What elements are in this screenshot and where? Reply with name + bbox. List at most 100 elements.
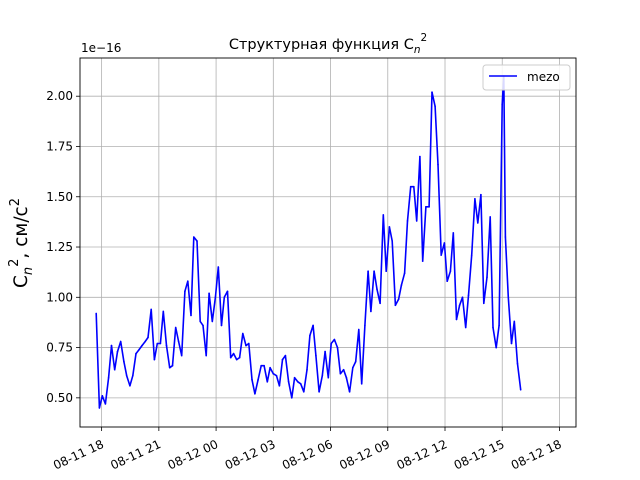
y-tick-label: 0.50 <box>46 391 73 405</box>
data-point <box>205 354 207 357</box>
data-point <box>119 340 122 343</box>
data-point <box>248 342 250 345</box>
data-point <box>336 346 339 349</box>
data-point <box>110 344 113 347</box>
data-point <box>348 391 351 393</box>
y-offset-text: 1e−16 <box>81 41 121 55</box>
data-point <box>455 318 458 321</box>
plot-frame <box>79 57 577 428</box>
data-point <box>428 206 430 208</box>
data-point <box>419 155 421 158</box>
data-point <box>293 376 296 379</box>
data-point <box>388 226 391 228</box>
data-point <box>299 383 302 385</box>
data-point <box>260 364 263 367</box>
data-point <box>138 348 140 351</box>
data-point <box>483 302 485 305</box>
ylabel-units: , см/с <box>11 206 32 258</box>
data-point <box>464 326 467 329</box>
data-point <box>379 302 381 305</box>
data-point <box>129 385 131 387</box>
data-point <box>394 304 397 307</box>
data-point <box>147 336 149 339</box>
data-point <box>107 376 110 379</box>
data-point <box>159 342 162 345</box>
data-point <box>474 198 476 200</box>
data-point <box>434 105 436 108</box>
data-point <box>141 344 143 347</box>
data-point <box>202 324 204 327</box>
data-point <box>452 232 455 234</box>
data-point <box>498 324 500 327</box>
data-point <box>232 352 235 355</box>
data-point <box>406 220 409 222</box>
series-layer <box>95 75 522 409</box>
data-point <box>342 368 345 371</box>
data-point <box>370 310 372 313</box>
data-point <box>397 298 400 301</box>
y-tick-label: 1.00 <box>46 290 73 304</box>
data-point <box>318 391 320 393</box>
data-point <box>385 270 388 273</box>
data-point <box>425 206 427 208</box>
data-point <box>513 320 516 323</box>
ylabel-main: C <box>11 275 32 288</box>
data-point <box>199 320 201 323</box>
data-point <box>504 236 507 238</box>
data-point <box>211 320 214 323</box>
data-point <box>132 374 134 377</box>
data-point <box>327 376 330 379</box>
data-point <box>116 350 119 353</box>
data-point <box>156 342 159 345</box>
data-point <box>184 290 186 293</box>
data-point <box>501 103 504 106</box>
data-point <box>312 324 314 327</box>
data-point <box>333 338 336 341</box>
title-main: Структурная функция C <box>229 37 414 53</box>
data-point <box>303 391 305 393</box>
data-point <box>507 296 510 299</box>
data-point <box>180 354 183 357</box>
data-point <box>291 397 293 399</box>
data-point <box>272 372 275 375</box>
data-point <box>358 328 360 331</box>
data-point <box>135 352 137 355</box>
data-point <box>321 374 324 377</box>
ylabel-superscript: 2 <box>7 259 22 267</box>
data-point <box>113 368 116 371</box>
data-point <box>486 276 488 279</box>
y-tick-label: 2.00 <box>46 89 73 103</box>
data-point <box>461 296 464 299</box>
data-point <box>150 308 152 311</box>
data-point <box>168 366 171 369</box>
data-point <box>458 304 461 307</box>
data-point <box>251 378 253 381</box>
data-point <box>220 324 223 327</box>
data-point <box>266 381 269 383</box>
data-point <box>144 340 146 343</box>
data-point <box>437 163 439 166</box>
data-point <box>373 270 375 273</box>
data-point <box>101 395 104 397</box>
data-point <box>391 240 394 242</box>
title-superscript: 2 <box>420 32 427 44</box>
data-point <box>165 344 168 347</box>
data-point <box>443 242 446 244</box>
data-point <box>174 326 177 329</box>
data-point <box>278 385 281 387</box>
data-point <box>125 374 128 377</box>
data-point <box>190 314 192 317</box>
data-point <box>104 403 107 405</box>
data-point <box>354 360 357 363</box>
data-point <box>492 326 494 329</box>
data-point <box>153 358 156 361</box>
data-point <box>281 358 284 361</box>
legend-box <box>482 64 571 91</box>
data-point <box>367 270 369 273</box>
data-point <box>309 334 311 337</box>
data-point <box>440 254 443 256</box>
data-point <box>495 346 498 349</box>
data-point <box>263 364 265 367</box>
data-point <box>229 356 232 359</box>
data-point <box>226 290 229 293</box>
